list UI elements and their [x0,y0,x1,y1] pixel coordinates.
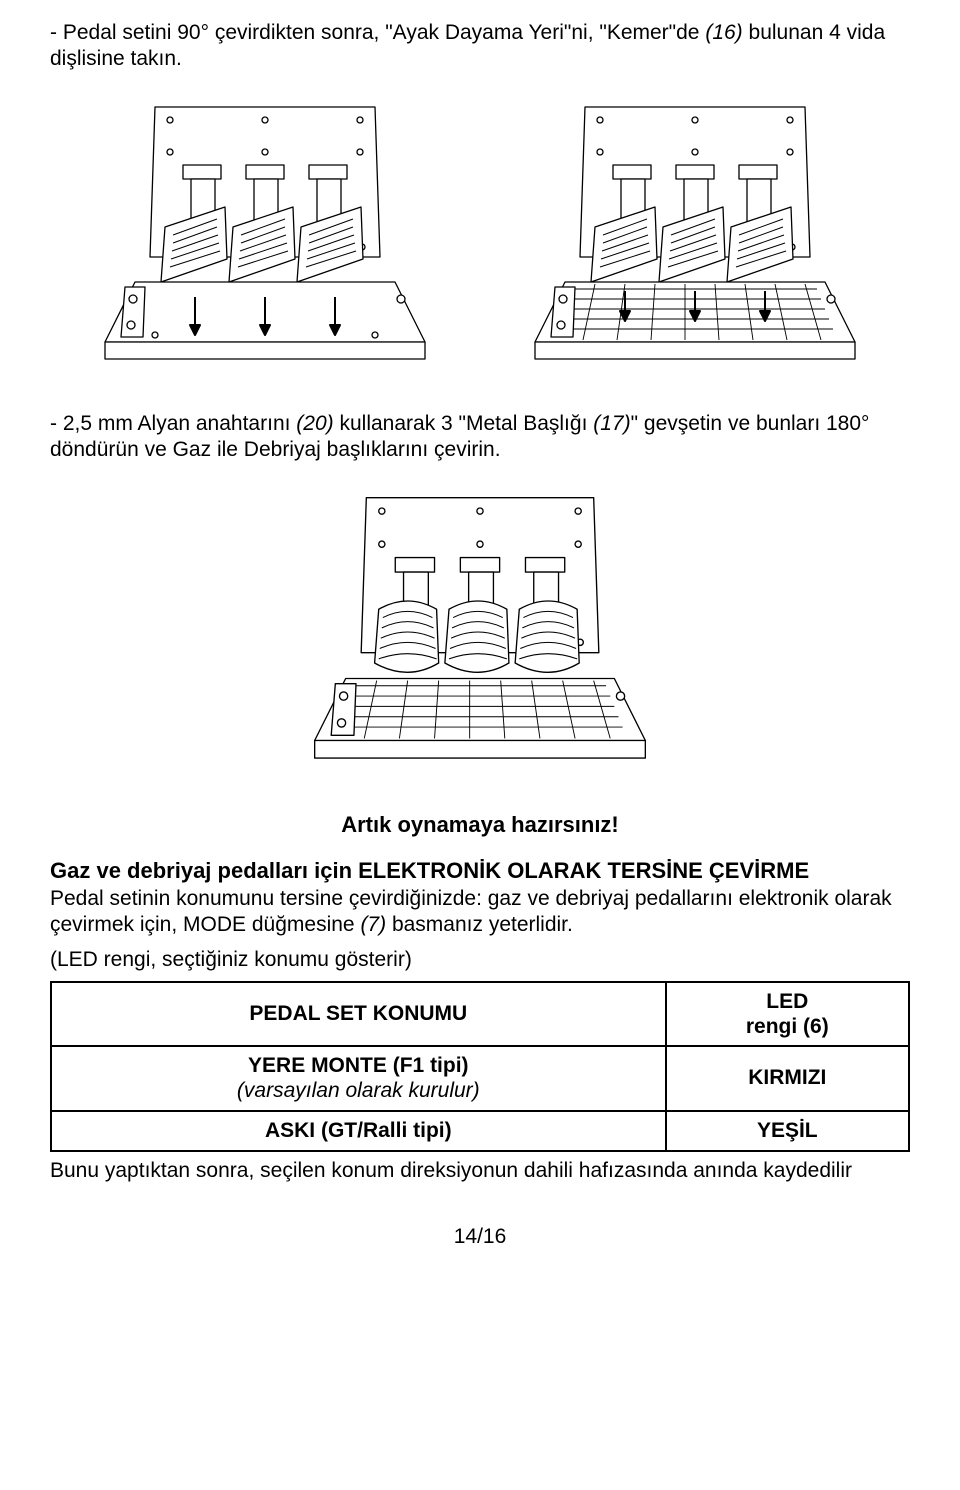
led-line1: LED [766,990,808,1013]
pedal-set-left-illustration [65,87,465,387]
section-body-suffix: basmanız yeterlidir. [386,913,573,936]
table-cell-floor: YERE MONTE (F1 tipi) (varsayılan olarak … [51,1046,666,1110]
para2-mid2: " [631,412,644,435]
figure-row-1 [50,87,910,387]
row2-left: ASKI (GT/Ralli tipi) [265,1119,452,1142]
ready-to-play-text: Artık oynamaya hazırsınız! [50,811,910,839]
figure-single [50,477,910,787]
section-note: (LED rengi, seçtiğiniz konumu gösterir) [50,947,910,973]
table-header-position: PEDAL SET KONUMU [51,982,666,1046]
table-cell-red: KIRMIZI [666,1046,909,1110]
footer-note: Bunu yaptıktan sonra, seçilen konum dire… [50,1158,910,1184]
instruction-paragraph-1: - Pedal setini 90° çevirdikten sonra, "A… [50,20,910,73]
instruction-paragraph-2: - 2,5 mm Alyan anahtarını (20) kullanara… [50,411,910,464]
table-row: YERE MONTE (F1 tipi) (varsayılan olarak … [51,1046,909,1110]
table-header-led: LED rengi (6) [666,982,909,1046]
table-cell-suspended: ASKI (GT/Ralli tipi) [51,1111,666,1151]
row1-bold: YERE MONTE (F1 tipi) [248,1054,469,1077]
row2-right: YEŞİL [757,1119,818,1142]
section-body: Pedal setinin konumunu tersine çevirdiği… [50,886,910,939]
pedal-set-final-illustration [270,477,690,787]
page-number: 14/16 [50,1224,910,1250]
para2-ref20: (20) [296,412,333,435]
row1-right: KIRMIZI [748,1066,826,1089]
row1-sub: (varsayılan olarak kurulur) [237,1079,480,1102]
para2-mid1: kullanarak 3 "Metal Başlığı [334,412,594,435]
para2-prefix: - 2,5 mm Alyan anahtarını [50,412,296,435]
led-line2: rengi (6) [746,1015,829,1038]
table-row: PEDAL SET KONUMU LED rengi (6) [51,982,909,1046]
para2-ref17: (17) [593,412,630,435]
para1-ref16: (16) [705,21,742,44]
led-table: PEDAL SET KONUMU LED rengi (6) YERE MONT… [50,981,910,1152]
section-heading: Gaz ve debriyaj pedalları için ELEKTRONİ… [50,857,910,885]
pedal-set-right-illustration [495,87,895,387]
section-body-ref7: (7) [360,913,386,936]
table-cell-green: YEŞİL [666,1111,909,1151]
para1-text: - Pedal setini 90° çevirdikten sonra, "A… [50,21,705,44]
table-row: ASKI (GT/Ralli tipi) YEŞİL [51,1111,909,1151]
